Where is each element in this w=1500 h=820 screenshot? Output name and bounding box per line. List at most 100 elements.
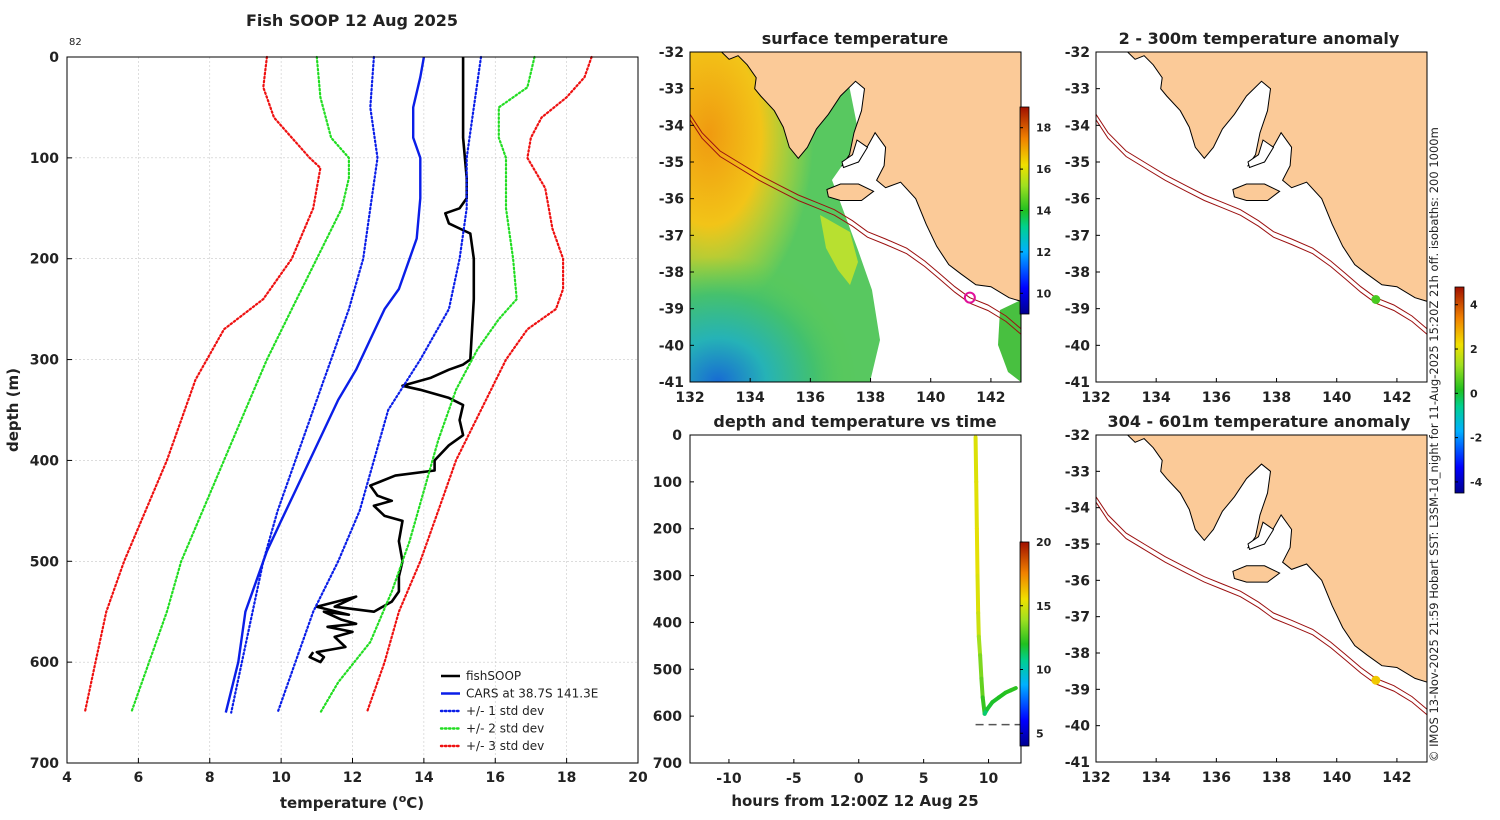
colorbar-tick-label: 5 <box>1036 727 1044 740</box>
y-tick-label: -34 <box>659 118 685 134</box>
land-mainland <box>1126 435 1427 683</box>
colorbar-tick-label: 0 <box>1470 387 1478 400</box>
x-tick-label: 136 <box>1202 770 1231 786</box>
profile-lines <box>83 55 593 714</box>
time-track <box>973 435 1018 716</box>
colorbar-tick-label: 10 <box>1036 664 1052 677</box>
series--3-std-dev <box>365 55 593 714</box>
x-tick-label: 132 <box>1081 390 1110 406</box>
y-tick-label: -32 <box>659 45 684 61</box>
isobath-200m <box>690 114 1021 330</box>
colorbar-tick-label: 14 <box>1036 205 1052 218</box>
y-tick-label: -33 <box>659 82 684 98</box>
y-tick-label: -33 <box>1065 82 1090 98</box>
x-tick-label: 136 <box>1202 390 1231 406</box>
sst-coastal-patch <box>820 215 858 285</box>
y-tick-label: -35 <box>659 155 684 171</box>
gulf-water <box>1247 139 1275 169</box>
land-kangaroo-island <box>1232 183 1281 201</box>
anom-bottom-marker <box>1371 675 1381 685</box>
land-kangaroo-island <box>826 183 875 201</box>
colorbar-tick-label: 12 <box>1036 246 1051 259</box>
x-tick-label: 10 <box>979 771 999 787</box>
x-tick-label: 142 <box>976 390 1005 406</box>
x-tick-label: 18 <box>557 770 576 786</box>
y-tick-label: 0 <box>49 50 59 66</box>
y-tick-label: -40 <box>1065 338 1091 354</box>
x-tick-label: 8 <box>205 770 215 786</box>
legend-label: fishSOOP <box>466 669 521 683</box>
x-tick-label: 20 <box>628 770 648 786</box>
time-x-label: hours from 12:00Z 12 Aug 25 <box>731 792 978 810</box>
colorbar-tick-label: 10 <box>1036 287 1052 300</box>
y-tick-label: 100 <box>30 151 59 167</box>
x-tick-label: 136 <box>796 390 825 406</box>
x-tick-label: 12 <box>343 770 362 786</box>
y-tick-label: -37 <box>1065 228 1090 244</box>
x-tick-label: 14 <box>414 770 434 786</box>
y-tick-label: -32 <box>1065 428 1090 444</box>
x-tick-label: 142 <box>1382 390 1411 406</box>
y-tick-label: -41 <box>1065 755 1090 771</box>
sst-title: surface temperature <box>762 29 949 48</box>
x-tick-label: 134 <box>1142 390 1171 406</box>
y-tick-label: -38 <box>659 265 684 281</box>
y-tick-label: 200 <box>653 522 682 538</box>
y-tick-label: -36 <box>1065 192 1090 208</box>
profile-y-label: depth (m) <box>4 368 22 452</box>
y-tick-label: 500 <box>653 662 682 678</box>
series--3-std-dev <box>83 55 322 714</box>
y-tick-label: -36 <box>1065 573 1090 589</box>
sst-cool-field <box>690 215 875 382</box>
colorbar-tick-label: 20 <box>1036 536 1052 549</box>
track-segment <box>976 611 981 639</box>
y-tick-label: -35 <box>1065 155 1090 171</box>
track-segment <box>1008 686 1018 693</box>
colorbar-tick-label: 2 <box>1470 343 1478 356</box>
y-tick-label: -41 <box>1065 375 1090 391</box>
x-tick-label: 6 <box>134 770 144 786</box>
track-segment <box>975 573 981 616</box>
y-tick-label: -40 <box>659 338 685 354</box>
gulf-water <box>1247 521 1275 551</box>
x-tick-label: 134 <box>1142 770 1171 786</box>
y-tick-label: -35 <box>1065 537 1090 553</box>
track-segment <box>973 435 979 484</box>
anom-top-map <box>1096 52 1427 382</box>
corner-label: 82 <box>69 37 82 48</box>
x-tick-label: -5 <box>786 771 802 787</box>
series-fishsoop <box>308 57 476 664</box>
y-tick-label: 300 <box>653 569 682 585</box>
x-tick-label: 140 <box>1322 390 1351 406</box>
legend-label: CARS at 38.7S 141.3E <box>466 687 598 701</box>
x-tick-label: 132 <box>675 390 704 406</box>
x-tick-label: 16 <box>486 770 505 786</box>
gulf-water <box>841 139 869 169</box>
x-tick-label: 138 <box>1262 770 1291 786</box>
profile-x-ticks: 4 6 8 10 12 14 16 18 20 <box>62 758 648 786</box>
legend-label: +/- 1 std dev <box>466 704 544 718</box>
land-kangaroo-island <box>1232 565 1281 583</box>
y-tick-label: 400 <box>30 453 59 469</box>
track-segment <box>974 526 980 578</box>
legend-label: +/- 2 std dev <box>466 722 544 736</box>
y-tick-label: -36 <box>659 192 684 208</box>
y-tick-label: -38 <box>1065 646 1090 662</box>
land-mainland <box>720 52 1021 302</box>
series--1-std-dev <box>230 55 379 714</box>
y-tick-label: -39 <box>1065 302 1090 318</box>
x-tick-label: 10 <box>271 770 291 786</box>
profile-legend: fishSOOP CARS at 38.7S 141.3E +/- 1 std de… <box>439 669 598 753</box>
x-tick-label: 138 <box>856 390 885 406</box>
x-tick-label: 140 <box>1322 770 1351 786</box>
anom-top-title: 2 - 300m temperature anomaly <box>1119 29 1400 48</box>
series--2-std-dev <box>130 55 350 714</box>
anomaly-colorbar <box>1454 286 1465 494</box>
y-tick-label: -34 <box>1065 501 1091 517</box>
y-tick-label: -33 <box>1065 464 1090 480</box>
x-tick-label: 132 <box>1081 770 1110 786</box>
time-title: depth and temperature vs time <box>713 412 996 431</box>
y-tick-label: -39 <box>659 302 684 318</box>
sst-station-marker <box>963 291 976 304</box>
